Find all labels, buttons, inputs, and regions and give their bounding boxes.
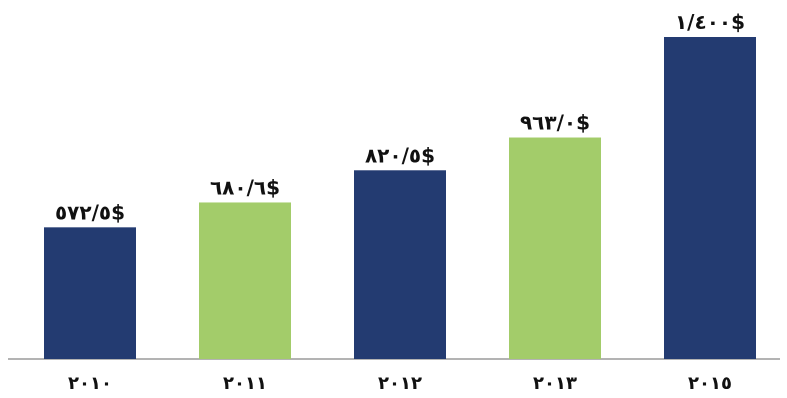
- bar-3: [509, 137, 601, 359]
- bar-4: [664, 37, 756, 359]
- data-label-2: ٨٢٠/٥$: [365, 143, 435, 167]
- bar-2: [354, 170, 446, 359]
- data-label-0: ٥٧٢/٥$: [55, 200, 125, 224]
- x-tick-label-2: ٢٠١٢: [378, 373, 422, 394]
- x-tick-label-1: ٢٠١١: [223, 373, 267, 394]
- bar-1: [199, 202, 291, 359]
- data-label-3: ٩٦٣/٠$: [520, 111, 590, 135]
- x-tick-label-3: ٢٠١٣: [533, 373, 577, 394]
- bars-group: [44, 37, 756, 359]
- value-labels-group: ٥٧٢/٥$ ٦٨٠/٦$ ٨٢٠/٥$ ٩٦٣/٠$ ١/٤٠٠$: [55, 10, 745, 224]
- data-label-4: ١/٤٠٠$: [675, 10, 745, 34]
- bar-0: [44, 227, 136, 359]
- x-tick-labels-group: ٢٠١٠ ٢٠١١ ٢٠١٢ ٢٠١٣ ٢٠١٥: [68, 373, 732, 394]
- x-tick-label-0: ٢٠١٠: [68, 373, 112, 394]
- x-tick-label-4: ٢٠١٥: [688, 373, 732, 394]
- data-label-1: ٦٨٠/٦$: [210, 175, 280, 199]
